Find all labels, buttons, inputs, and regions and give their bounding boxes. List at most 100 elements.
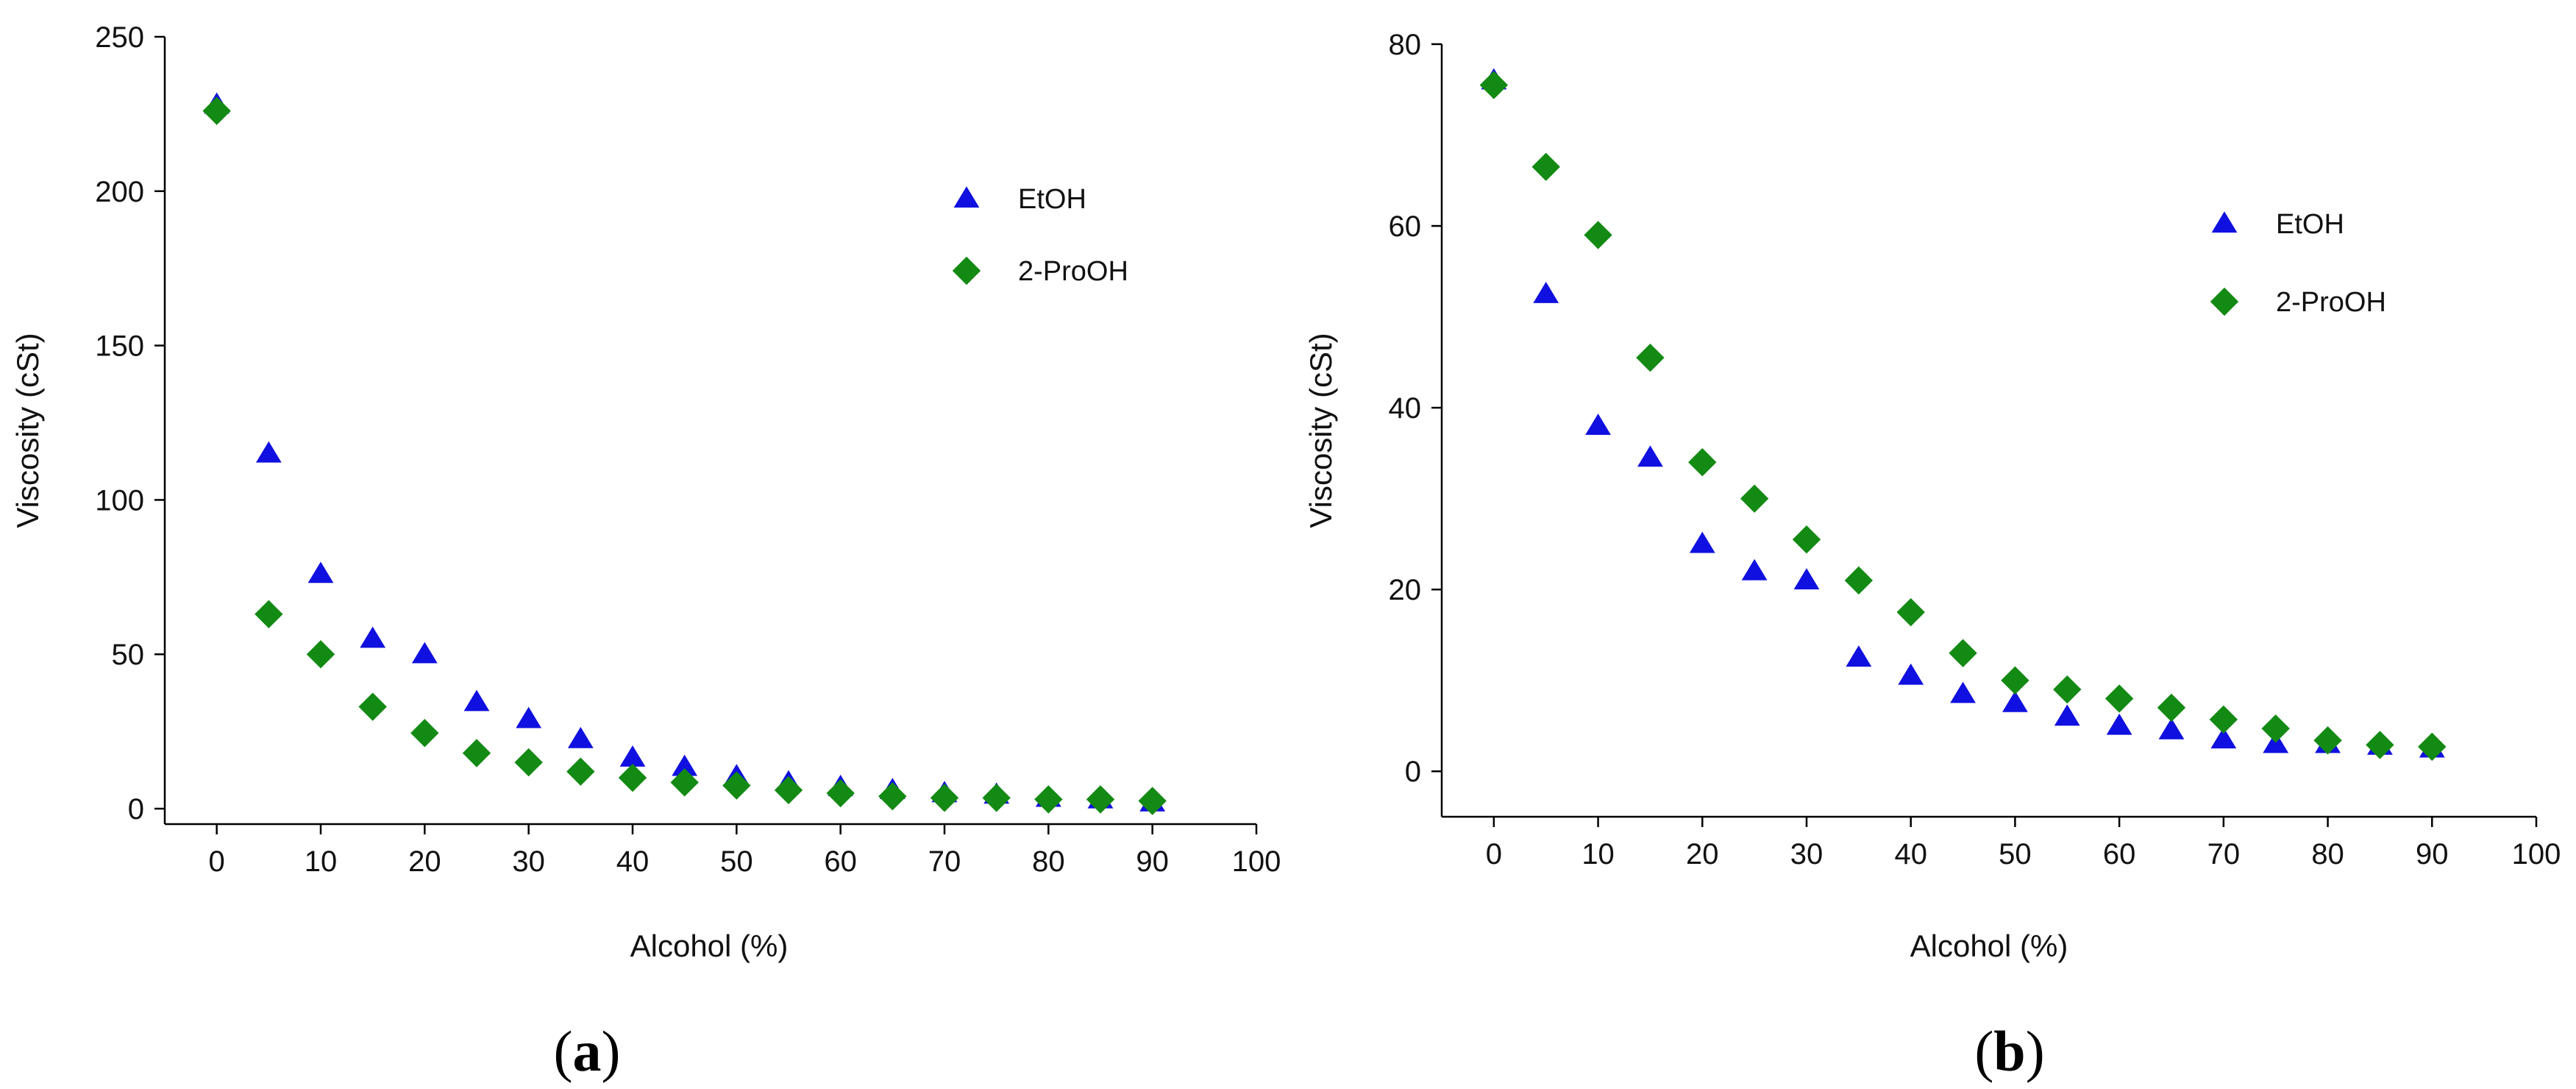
x-tick-label: 50 (720, 845, 753, 878)
caption-letter: b (1993, 1019, 2025, 1083)
y-tick-label: 60 (1389, 210, 1422, 243)
data-point (255, 600, 283, 628)
data-point (1585, 414, 1611, 435)
legend-marker (2211, 211, 2238, 233)
y-tick-label: 0 (1405, 756, 1421, 788)
legend-marker (952, 256, 981, 285)
data-point (1138, 787, 1167, 815)
y-tick-label: 40 (1389, 392, 1422, 425)
data-point (2313, 726, 2342, 755)
x-tick-label: 30 (1790, 838, 1824, 870)
data-point (567, 726, 594, 748)
data-point (1896, 597, 1925, 627)
y-tick-label: 100 (95, 484, 144, 517)
data-point (2053, 675, 2082, 704)
chart-panel-b: 0 10 20 30 40 50 60 70 80 90 100 0 20 40 60 80 Alcohol (… (1303, 29, 2561, 1083)
x-tick-label: 50 (1999, 838, 2032, 870)
chart-panel-a: 0 10 20 30 40 50 60 70 80 90 100 0 50 100 150 200 250 Alc… (10, 21, 1281, 1083)
data-point (1636, 343, 1665, 372)
data-point (463, 689, 490, 712)
x-tick-label: 70 (928, 845, 961, 878)
data-point (2157, 693, 2186, 722)
x-tick-label: 90 (1136, 845, 1169, 878)
data-point (1949, 639, 1977, 667)
x-tick-label: 40 (1894, 838, 1927, 870)
x-tick-label: 70 (2207, 838, 2241, 870)
x-tick-label: 10 (305, 845, 338, 878)
y-tick-label: 20 (1389, 574, 1422, 606)
x-tick-label: 20 (408, 845, 441, 878)
x-tick-label: 80 (1032, 845, 1065, 878)
data-point (2002, 690, 2028, 712)
legend-marker (953, 186, 980, 208)
data-point (2106, 713, 2132, 735)
data-point (878, 782, 907, 811)
y-tick-label: 200 (95, 176, 144, 208)
legend-label: EtOH (2276, 209, 2344, 240)
data-point (619, 745, 646, 767)
data-point (774, 776, 803, 805)
data-point (1793, 568, 1820, 589)
legend: EtOH 2-ProOH (952, 184, 1128, 287)
x-tick-label: 30 (512, 845, 545, 878)
y-axis-title: Viscosity (cSt) (1303, 333, 1338, 528)
data-point (2366, 731, 2394, 759)
y-tick-label: 250 (95, 21, 144, 54)
data-point (255, 441, 282, 463)
x-tick-label: 90 (2416, 838, 2449, 870)
x-tick-label: 20 (1686, 838, 1719, 870)
data-point (1479, 71, 1509, 99)
data-point (1740, 484, 1769, 513)
x-tick-label: 60 (824, 845, 857, 878)
panel-caption: (a) (554, 1019, 621, 1083)
caption-close-paren: ) (602, 1019, 621, 1083)
y-tick-label: 150 (95, 330, 144, 363)
legend-label: 2-ProOH (2276, 287, 2386, 318)
data-point (672, 754, 698, 776)
data-point (202, 96, 231, 125)
data-point (1637, 445, 1663, 467)
data-point (462, 739, 491, 767)
x-axis-title: Alcohol (%) (1910, 929, 2068, 963)
x-tick-label: 100 (2512, 838, 2561, 870)
data-point (1531, 152, 1560, 181)
data-point (2001, 666, 2029, 695)
x-tick-label: 0 (1486, 838, 1502, 870)
data-point (1688, 448, 1717, 477)
data-point (358, 692, 387, 721)
caption-open-paren: ( (554, 1019, 573, 1083)
data-point (1689, 531, 1715, 553)
legend-marker (2210, 287, 2239, 316)
x-tick-label: 80 (2311, 838, 2344, 870)
data-point (307, 561, 334, 583)
data-point (410, 719, 439, 748)
data-point (2158, 717, 2185, 739)
y-tick-label: 50 (112, 639, 145, 671)
legend: EtOH 2-ProOH (2210, 209, 2386, 318)
y-tick-label: 0 (128, 793, 144, 826)
data-point (411, 642, 438, 664)
legend-label: 2-ProOH (1018, 256, 1128, 287)
data-point (1792, 525, 1821, 554)
data-point (722, 771, 751, 800)
data-point (2104, 684, 2134, 713)
data-point (618, 763, 647, 792)
x-tick-label: 10 (1581, 838, 1615, 870)
data-point (1584, 221, 1612, 249)
data-point (514, 748, 543, 777)
data-point (306, 640, 335, 669)
data-point (1741, 558, 1768, 581)
caption-letter: a (573, 1019, 602, 1083)
caption-open-paren: ( (1974, 1019, 1993, 1083)
legend-label: EtOH (1018, 184, 1086, 215)
y-axis-title: Viscosity (cSt) (10, 333, 45, 528)
data-point (1898, 663, 1924, 685)
data-point (826, 778, 855, 808)
data-point (1950, 681, 1976, 703)
data-point (930, 784, 959, 812)
y-tick-label: 80 (1389, 29, 1422, 61)
x-tick-label: 40 (616, 845, 650, 878)
data-point (1844, 566, 1874, 595)
series-2-prooh (202, 96, 1167, 815)
